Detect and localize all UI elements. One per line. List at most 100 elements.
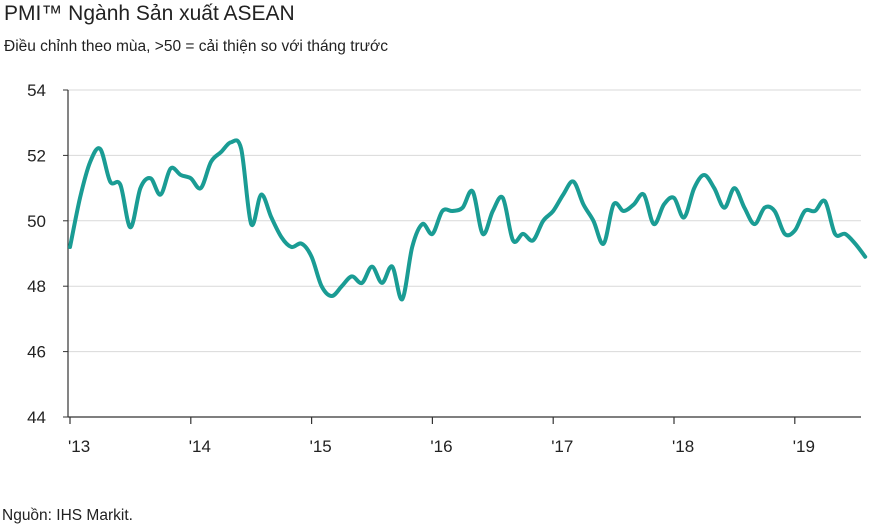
data-point [551, 209, 555, 213]
data-point [159, 193, 163, 197]
data-point [823, 199, 827, 203]
data-point [320, 284, 324, 288]
data-point [138, 186, 142, 190]
data-point [511, 238, 515, 242]
data-point [622, 209, 626, 213]
data-point [571, 180, 575, 184]
data-point [108, 180, 112, 184]
data-point [310, 255, 314, 259]
data-point [662, 202, 666, 206]
grid-lines [68, 89, 861, 353]
chart-subtitle: Điều chỉnh theo mùa, >50 = cải thiện so … [4, 38, 388, 55]
data-point [279, 235, 283, 239]
data-point [249, 222, 253, 226]
data-point [209, 160, 213, 164]
data-point [642, 193, 646, 197]
data-point [763, 206, 767, 210]
data-point [793, 229, 797, 233]
data-point [269, 216, 273, 220]
x-tick-label: '13 [68, 437, 90, 456]
data-point [300, 242, 304, 246]
data-point [229, 140, 233, 144]
series-line-pmi [68, 138, 868, 302]
data-point [128, 225, 132, 229]
source-note: Nguồn: IHS Markit. [2, 507, 133, 524]
data-point [68, 245, 72, 249]
data-point [591, 219, 595, 223]
data-point [702, 173, 706, 177]
data-point [863, 255, 867, 259]
data-point [602, 242, 606, 246]
data-point [541, 219, 545, 223]
data-point [803, 209, 807, 213]
data-point [179, 173, 183, 177]
data-point [189, 176, 193, 180]
x-tick-label: '15 [310, 437, 332, 456]
data-point [289, 245, 293, 249]
data-point [380, 281, 384, 285]
data-point [169, 167, 173, 171]
axes [63, 89, 861, 424]
data-point [853, 242, 857, 246]
data-point [732, 186, 736, 190]
chart-title: PMI™ Ngành Sản xuất ASEAN [4, 2, 295, 25]
data-point [440, 209, 444, 213]
y-tick-label: 48 [27, 277, 46, 296]
x-tick-label: '14 [189, 437, 211, 456]
y-tick-label: 44 [27, 408, 46, 427]
data-point [612, 202, 616, 206]
data-point [481, 232, 485, 236]
data-point [410, 245, 414, 249]
data-point [360, 281, 364, 285]
data-point [833, 232, 837, 236]
data-point [390, 265, 394, 269]
data-point [692, 186, 696, 190]
data-point [88, 160, 92, 164]
data-point [521, 232, 525, 236]
y-tick-label: 46 [27, 343, 46, 362]
data-point [491, 209, 495, 213]
data-point [461, 206, 465, 210]
data-point [471, 189, 475, 193]
data-point [239, 147, 243, 151]
data-point [340, 284, 344, 288]
data-point [259, 193, 263, 197]
data-point [773, 209, 777, 213]
data-point [742, 206, 746, 210]
data-point [199, 186, 203, 190]
data-point [652, 222, 656, 226]
x-tick-label: '19 [793, 437, 815, 456]
data-point [78, 196, 82, 200]
data-point [712, 186, 716, 190]
x-axis-tick-labels: '13 '14 '15 '16 '17 '18 '19 [68, 437, 815, 456]
data-point [843, 232, 847, 236]
data-point [370, 265, 374, 269]
data-point [430, 232, 434, 236]
data-point [149, 176, 153, 180]
data-point [813, 209, 817, 213]
data-point [722, 206, 726, 210]
data-point [118, 183, 122, 187]
data-point [682, 216, 686, 220]
data-point [350, 274, 354, 278]
series-layer [68, 138, 868, 302]
y-tick-label: 52 [27, 146, 46, 165]
x-tick-label: '17 [551, 437, 573, 456]
data-point [531, 238, 535, 242]
data-point [753, 222, 757, 226]
data-point [219, 150, 223, 154]
data-point [561, 193, 565, 197]
data-point [330, 294, 334, 298]
data-point [98, 147, 102, 151]
y-tick-label: 50 [27, 212, 46, 231]
data-point [451, 209, 455, 213]
data-point [400, 297, 404, 301]
data-point [581, 202, 585, 206]
y-axis-tick-labels: 44 46 48 50 52 54 [27, 81, 46, 427]
y-tick-label: 54 [27, 81, 46, 100]
x-tick-label: '16 [430, 437, 452, 456]
data-point [783, 232, 787, 236]
data-point [632, 202, 636, 206]
data-point [672, 196, 676, 200]
